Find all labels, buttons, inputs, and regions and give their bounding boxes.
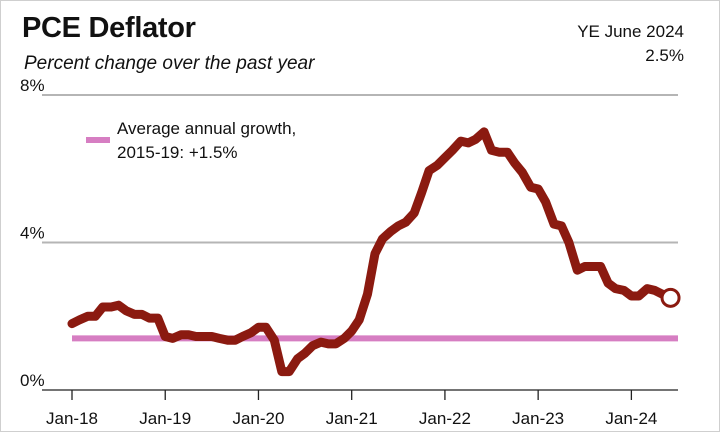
x-tick-label: Jan-19 <box>139 409 191 428</box>
latest-value-annotation: YE June 2024 2.5% <box>577 20 684 68</box>
y-tick-label: 0% <box>20 371 45 390</box>
legend-label-line2: 2015-19: +1.5% <box>117 143 238 162</box>
series-line-pce-deflator <box>67 127 675 377</box>
chart-subtitle: Percent change over the past year <box>24 53 315 74</box>
x-tick-label: Jan-22 <box>419 409 471 428</box>
annotation-value: 2.5% <box>645 46 684 65</box>
x-tick-label: Jan-20 <box>232 409 284 428</box>
y-tick-label: 4% <box>20 224 45 243</box>
annotation-period: YE June 2024 <box>577 22 684 41</box>
x-tick-label: Jan-21 <box>326 409 378 428</box>
legend-label-line1: Average annual growth, <box>117 119 296 138</box>
x-tick-label: Jan-24 <box>605 409 657 428</box>
y-tick-label: 8% <box>20 76 45 95</box>
x-tick-label: Jan-23 <box>512 409 564 428</box>
series-end-marker <box>660 287 681 308</box>
x-tick-label: Jan-18 <box>46 409 98 428</box>
chart-title: PCE Deflator <box>22 12 196 44</box>
